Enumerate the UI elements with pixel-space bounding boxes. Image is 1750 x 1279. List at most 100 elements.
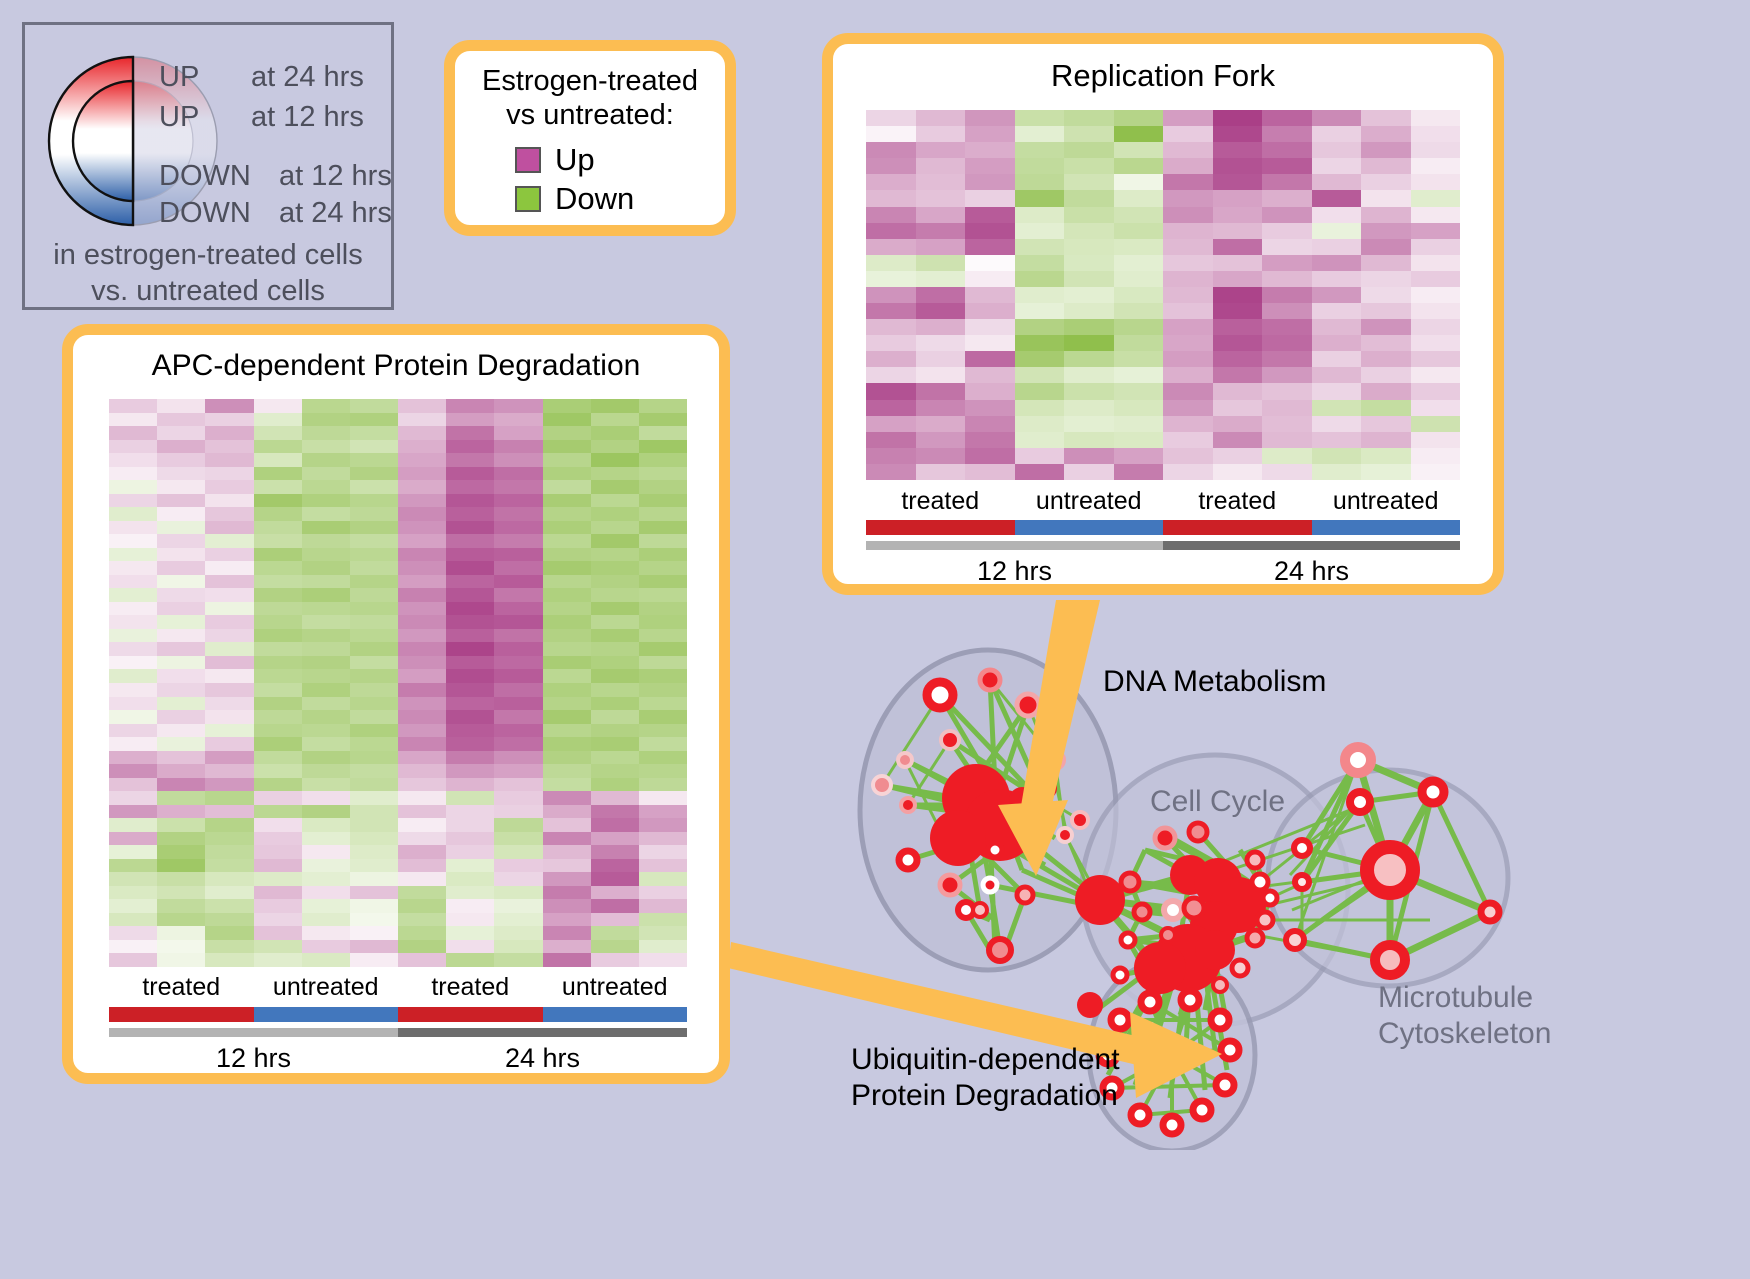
heatmap-cell xyxy=(965,431,1015,448)
heatmap-cell xyxy=(638,628,687,643)
heatmap-cell xyxy=(205,642,254,656)
heatmap-cell xyxy=(1064,126,1114,143)
group-label-treated-12: treated xyxy=(901,487,980,515)
heatmap-cell xyxy=(205,723,254,738)
heatmap-cell xyxy=(446,723,495,738)
heatmap-cell xyxy=(1212,351,1262,368)
heatmap-cell xyxy=(349,777,398,792)
heatmap-cell xyxy=(965,126,1015,143)
heatmap-cell xyxy=(1212,222,1262,239)
heatmap-cell xyxy=(157,534,206,548)
heatmap-cell xyxy=(301,655,350,670)
heatmap-cell xyxy=(542,818,591,832)
heatmap-cell xyxy=(349,601,398,616)
heatmap-cell xyxy=(866,190,916,207)
heatmap-cell xyxy=(915,383,965,400)
heatmap-cell xyxy=(542,480,591,494)
heatmap-grid-replication-fork[interactable] xyxy=(866,110,1460,480)
heatmap-cell xyxy=(1410,110,1460,127)
heatmap-cell xyxy=(398,574,447,589)
heatmap-cell xyxy=(1064,415,1114,432)
heatmap-cell xyxy=(205,682,254,697)
heatmap-cell xyxy=(542,804,591,819)
heatmap-cell xyxy=(590,737,639,751)
heatmap-cell xyxy=(1262,110,1312,127)
heatmap-cell xyxy=(446,615,495,629)
heatmap-cell xyxy=(398,520,447,535)
heatmap-cell xyxy=(1163,270,1213,287)
heatmap-cell xyxy=(494,777,543,792)
bar-treated-12 xyxy=(866,520,1015,535)
heatmap-cell xyxy=(349,655,398,670)
group-labels-replication-fork: treated untreated treated untreated xyxy=(866,487,1460,516)
heatmap-cell xyxy=(965,142,1015,159)
heatmap-cell xyxy=(1262,415,1312,432)
heatmap-cell xyxy=(1212,319,1262,336)
heatmap-cell xyxy=(965,206,1015,223)
heatmap-cell xyxy=(1212,174,1262,191)
heatmap-cell xyxy=(398,682,447,697)
heatmap-cell xyxy=(398,764,447,778)
heatmap-cell xyxy=(446,845,495,859)
heatmap-cell xyxy=(1163,463,1213,480)
heatmap-cell xyxy=(157,520,206,535)
heatmap-cell xyxy=(542,561,591,575)
heatmap-cell xyxy=(446,710,495,724)
heatmap-cell xyxy=(157,858,206,873)
heatmap-cell xyxy=(349,926,398,940)
heatmap-cell xyxy=(398,439,447,454)
heatmap-cell xyxy=(109,723,158,738)
heatmap-cell xyxy=(638,737,687,751)
heatmap-cell xyxy=(1064,142,1114,159)
legend-title-line2: vs untreated: xyxy=(506,98,674,131)
heatmap-cell xyxy=(157,426,206,440)
heatmap-cell xyxy=(349,507,398,521)
heatmap-cell xyxy=(109,642,158,656)
heatmap-cell xyxy=(398,872,447,886)
heatmap-cell xyxy=(494,696,543,711)
heatmap-cell xyxy=(638,696,687,711)
heatmap-title-replication-fork: Replication Fork xyxy=(1051,58,1275,93)
heatmap-grid-apc[interactable] xyxy=(109,399,687,967)
legend-direction-down-24: DOWN xyxy=(159,197,251,229)
heatmap-cell xyxy=(1014,286,1064,304)
heatmap-cell xyxy=(494,791,543,805)
heatmap-cell xyxy=(542,547,591,562)
heatmap-cell xyxy=(1262,431,1312,448)
heatmap-cell xyxy=(301,588,350,602)
protein-network-graph[interactable] xyxy=(790,620,1580,1150)
heatmap-cell xyxy=(915,158,965,175)
heatmap-cell xyxy=(157,696,206,711)
heatmap-cell xyxy=(349,804,398,819)
heatmap-cell xyxy=(866,383,916,400)
heatmap-cell xyxy=(1212,142,1262,159)
heatmap-cell xyxy=(301,574,350,589)
swatch-up-icon xyxy=(515,147,541,174)
heatmap-cell xyxy=(866,431,916,448)
heatmap-cell xyxy=(157,399,206,413)
heatmap-cell xyxy=(109,939,158,954)
heatmap-cell xyxy=(638,615,687,629)
heatmap-cell xyxy=(205,669,254,683)
heatmap-cell xyxy=(398,737,447,751)
heatmap-cell xyxy=(446,574,495,589)
legend-footer-line1: in estrogen-treated cells xyxy=(53,239,363,271)
heatmap-cell xyxy=(109,588,158,602)
heatmap-cell xyxy=(1163,367,1213,384)
heatmap-cell xyxy=(301,912,350,927)
heatmap-cell xyxy=(301,615,350,629)
heatmap-cell xyxy=(1361,190,1411,207)
heatmap-cell xyxy=(1262,286,1312,304)
heatmap-cell xyxy=(590,710,639,724)
heatmap-cell xyxy=(590,804,639,819)
heatmap-cell xyxy=(866,238,916,255)
heatmap-cell xyxy=(253,818,302,832)
heatmap-cell xyxy=(494,939,543,954)
heatmap-cell xyxy=(965,238,1015,255)
heatmap-cell xyxy=(1163,190,1213,207)
heatmap-cell xyxy=(494,912,543,927)
heatmap-cell xyxy=(1361,126,1411,143)
heatmap-cell xyxy=(1163,415,1213,432)
heatmap-cell xyxy=(205,953,254,967)
cluster-label-ubiquitin-dependent-protein-degradation: Ubiquitin-dependent Protein Degradation xyxy=(851,1043,1120,1112)
